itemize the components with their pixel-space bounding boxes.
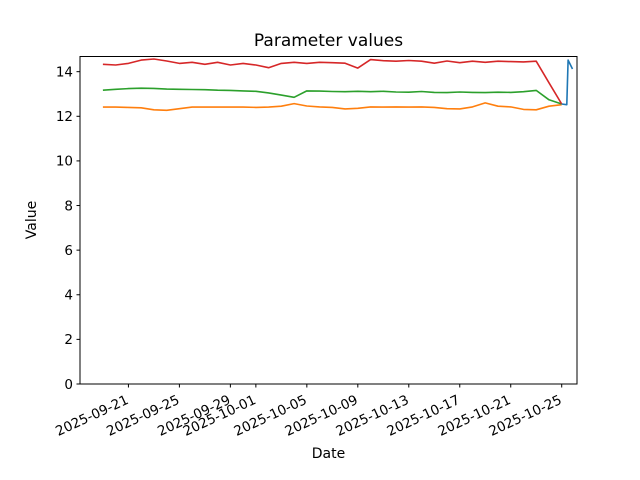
y-tick-label: 10 — [56, 154, 73, 170]
y-tick-label: 12 — [56, 109, 73, 125]
y-axis: 0 2 4 6 8 10 12 14 — [56, 64, 80, 393]
red-line — [102, 58, 563, 105]
x-axis-label: Date — [312, 446, 345, 462]
y-tick-label: 2 — [64, 332, 73, 348]
blue-line — [561, 59, 574, 106]
x-axis: 2025-09-212025-09-252025-09-292025-10-01… — [53, 384, 564, 440]
chart-title: Parameter values — [254, 31, 403, 51]
y-tick-label: 8 — [64, 198, 73, 214]
y-tick-label: 6 — [64, 243, 73, 259]
y-tick-label: 4 — [64, 288, 73, 304]
plot-lines — [102, 58, 574, 112]
green-line — [102, 87, 562, 105]
plot-frame — [79, 56, 578, 385]
orange-line — [102, 102, 562, 112]
y-axis-label: Value — [24, 201, 40, 239]
y-tick-label: 14 — [56, 64, 73, 80]
y-tick-label: 0 — [64, 377, 73, 393]
